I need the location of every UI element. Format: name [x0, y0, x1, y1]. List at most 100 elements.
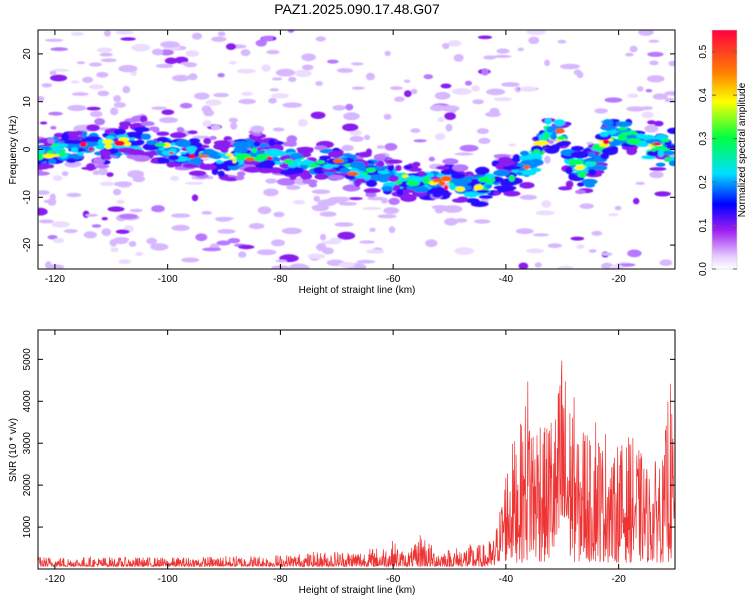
spectrogram-blob — [89, 62, 102, 67]
spectrogram-blob — [228, 60, 237, 65]
spectrogram-blob — [666, 144, 675, 150]
spectrogram-blob — [337, 231, 356, 240]
spectrogram-blob — [313, 195, 321, 202]
spectrogram-blob — [140, 115, 148, 123]
spectrogram-blob — [664, 157, 672, 162]
spectrogram-blob — [308, 182, 317, 188]
spectrogram-blob — [329, 164, 340, 168]
spectrogram-blob — [454, 247, 474, 255]
spectrogram-blob — [302, 64, 314, 71]
spectrogram-blob — [332, 105, 346, 111]
spectrogram-blob — [245, 157, 255, 162]
x-tick-label: -100 — [158, 574, 178, 585]
spectrogram-blob — [195, 233, 208, 242]
spectrogram-blob — [588, 152, 596, 158]
spectrogram-blob — [179, 102, 193, 109]
spectrogram-blob — [151, 205, 165, 213]
spectrogram-blob — [148, 126, 160, 132]
spectrogram-blob — [403, 165, 413, 170]
spectrogram-blob — [38, 171, 50, 176]
colorbar-ticks: 0.0 0.1 0.2 0.3 0.4 0.5 — [698, 44, 737, 276]
spectrogram-blob — [45, 38, 63, 42]
spectrogram-blob — [286, 185, 301, 190]
spectrogram-blob — [343, 112, 360, 121]
spectrogram-blob — [629, 45, 638, 53]
spectrogram-blob — [86, 124, 100, 132]
spectrogram-blob — [222, 160, 240, 167]
colorbar-tick-label: 0.4 — [698, 88, 709, 102]
snr-y-label: SNR (10 * v/v) — [8, 418, 19, 482]
spectrogram-blob — [182, 163, 199, 169]
spectrogram-blob — [517, 47, 524, 52]
spectrogram-blob — [626, 106, 646, 112]
spectrogram-blob — [539, 134, 547, 137]
spectrogram-blob — [240, 154, 249, 158]
spectrogram-blob — [47, 235, 58, 240]
spectrogram-blob — [660, 138, 670, 143]
spectrogram-blob — [655, 162, 666, 167]
spectrogram-blob — [170, 176, 179, 181]
spectrogram-blob — [608, 213, 619, 217]
colorbar: 0.0 0.1 0.2 0.3 0.4 0.5 Normalized spectral a… — [698, 29, 748, 276]
spectrogram-blob — [667, 127, 675, 134]
spectrogram-blob — [240, 49, 251, 57]
spectrogram-blob — [187, 148, 196, 154]
spectrogram-blob — [113, 128, 127, 135]
spectrogram-blob — [604, 97, 623, 103]
spectrogram-blobs — [38, 30, 675, 269]
spectrogram-blob — [365, 72, 375, 81]
spectrogram-blob — [189, 153, 196, 159]
spectrogram-blob — [383, 207, 400, 215]
spectrogram-blob — [345, 103, 354, 111]
spectrogram-blob — [172, 74, 190, 82]
spectrogram-blob — [647, 120, 656, 125]
spectrogram-blob — [440, 83, 452, 89]
x-tick-label: -40 — [499, 574, 514, 585]
spectrogram-blob — [657, 149, 665, 157]
spectrogram-blob — [232, 141, 251, 149]
spectrogram-blob — [50, 74, 68, 82]
spectrogram-blob — [571, 145, 584, 152]
spectrogram-blob — [51, 221, 70, 228]
y-tick-label: 20 — [22, 48, 33, 60]
spectrogram-blob — [250, 125, 265, 133]
spectrogram-blob — [636, 86, 644, 92]
spectrogram-blob — [184, 181, 204, 185]
spectrogram-blob — [209, 135, 217, 140]
spectrogram-blob — [404, 90, 412, 98]
spectrogram-blob — [140, 121, 155, 127]
spectrogram-blob — [214, 216, 234, 221]
spectrogram-blob — [576, 244, 585, 249]
spectrogram-blob — [113, 102, 126, 108]
spectrogram-blob — [76, 61, 86, 65]
spectrogram-blob — [256, 153, 270, 159]
spectrogram-blob — [463, 191, 479, 198]
spectrogram-blob — [272, 127, 285, 132]
spectrogram-blob — [432, 178, 443, 183]
spectrogram-blob — [646, 75, 665, 83]
spectrogram-blob — [253, 141, 261, 147]
spectrogram-blob — [297, 119, 308, 127]
spectrogram-blob — [113, 181, 133, 187]
spectrogram-blob — [156, 131, 170, 136]
y-tick-label: 5000 — [22, 348, 33, 371]
spectrogram-blob — [135, 139, 145, 145]
spectrogram-blob — [61, 171, 69, 177]
spectrogram-blob — [438, 181, 446, 186]
spectrogram-blob — [349, 161, 365, 169]
spectrogram-blob — [127, 170, 145, 179]
spectrogram-blob — [486, 88, 506, 96]
spectrogram-blob — [384, 50, 391, 57]
spectrogram-blob — [122, 141, 132, 147]
spectrogram-blob — [107, 206, 125, 212]
spectrogram-blob — [431, 205, 449, 210]
spectrogram-blob — [311, 189, 331, 194]
spectrogram-blob — [472, 99, 484, 105]
spectrogram-blob — [363, 171, 368, 176]
spectrogram-blob — [238, 251, 247, 258]
spectrogram-blob — [625, 52, 634, 57]
spectrogram-blob — [354, 174, 371, 179]
spectrogram-blob — [171, 213, 191, 218]
spectrogram-blob — [448, 40, 462, 47]
spectrogram-blob — [535, 140, 549, 146]
